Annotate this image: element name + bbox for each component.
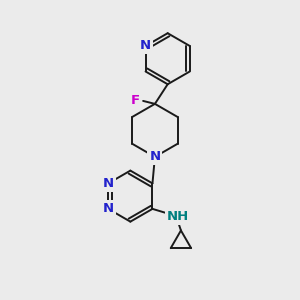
Text: N: N [140, 40, 151, 52]
Text: N: N [103, 202, 114, 215]
Text: NH: NH [167, 210, 189, 223]
Text: N: N [103, 177, 114, 190]
Text: N: N [149, 150, 161, 164]
Text: F: F [131, 94, 140, 107]
